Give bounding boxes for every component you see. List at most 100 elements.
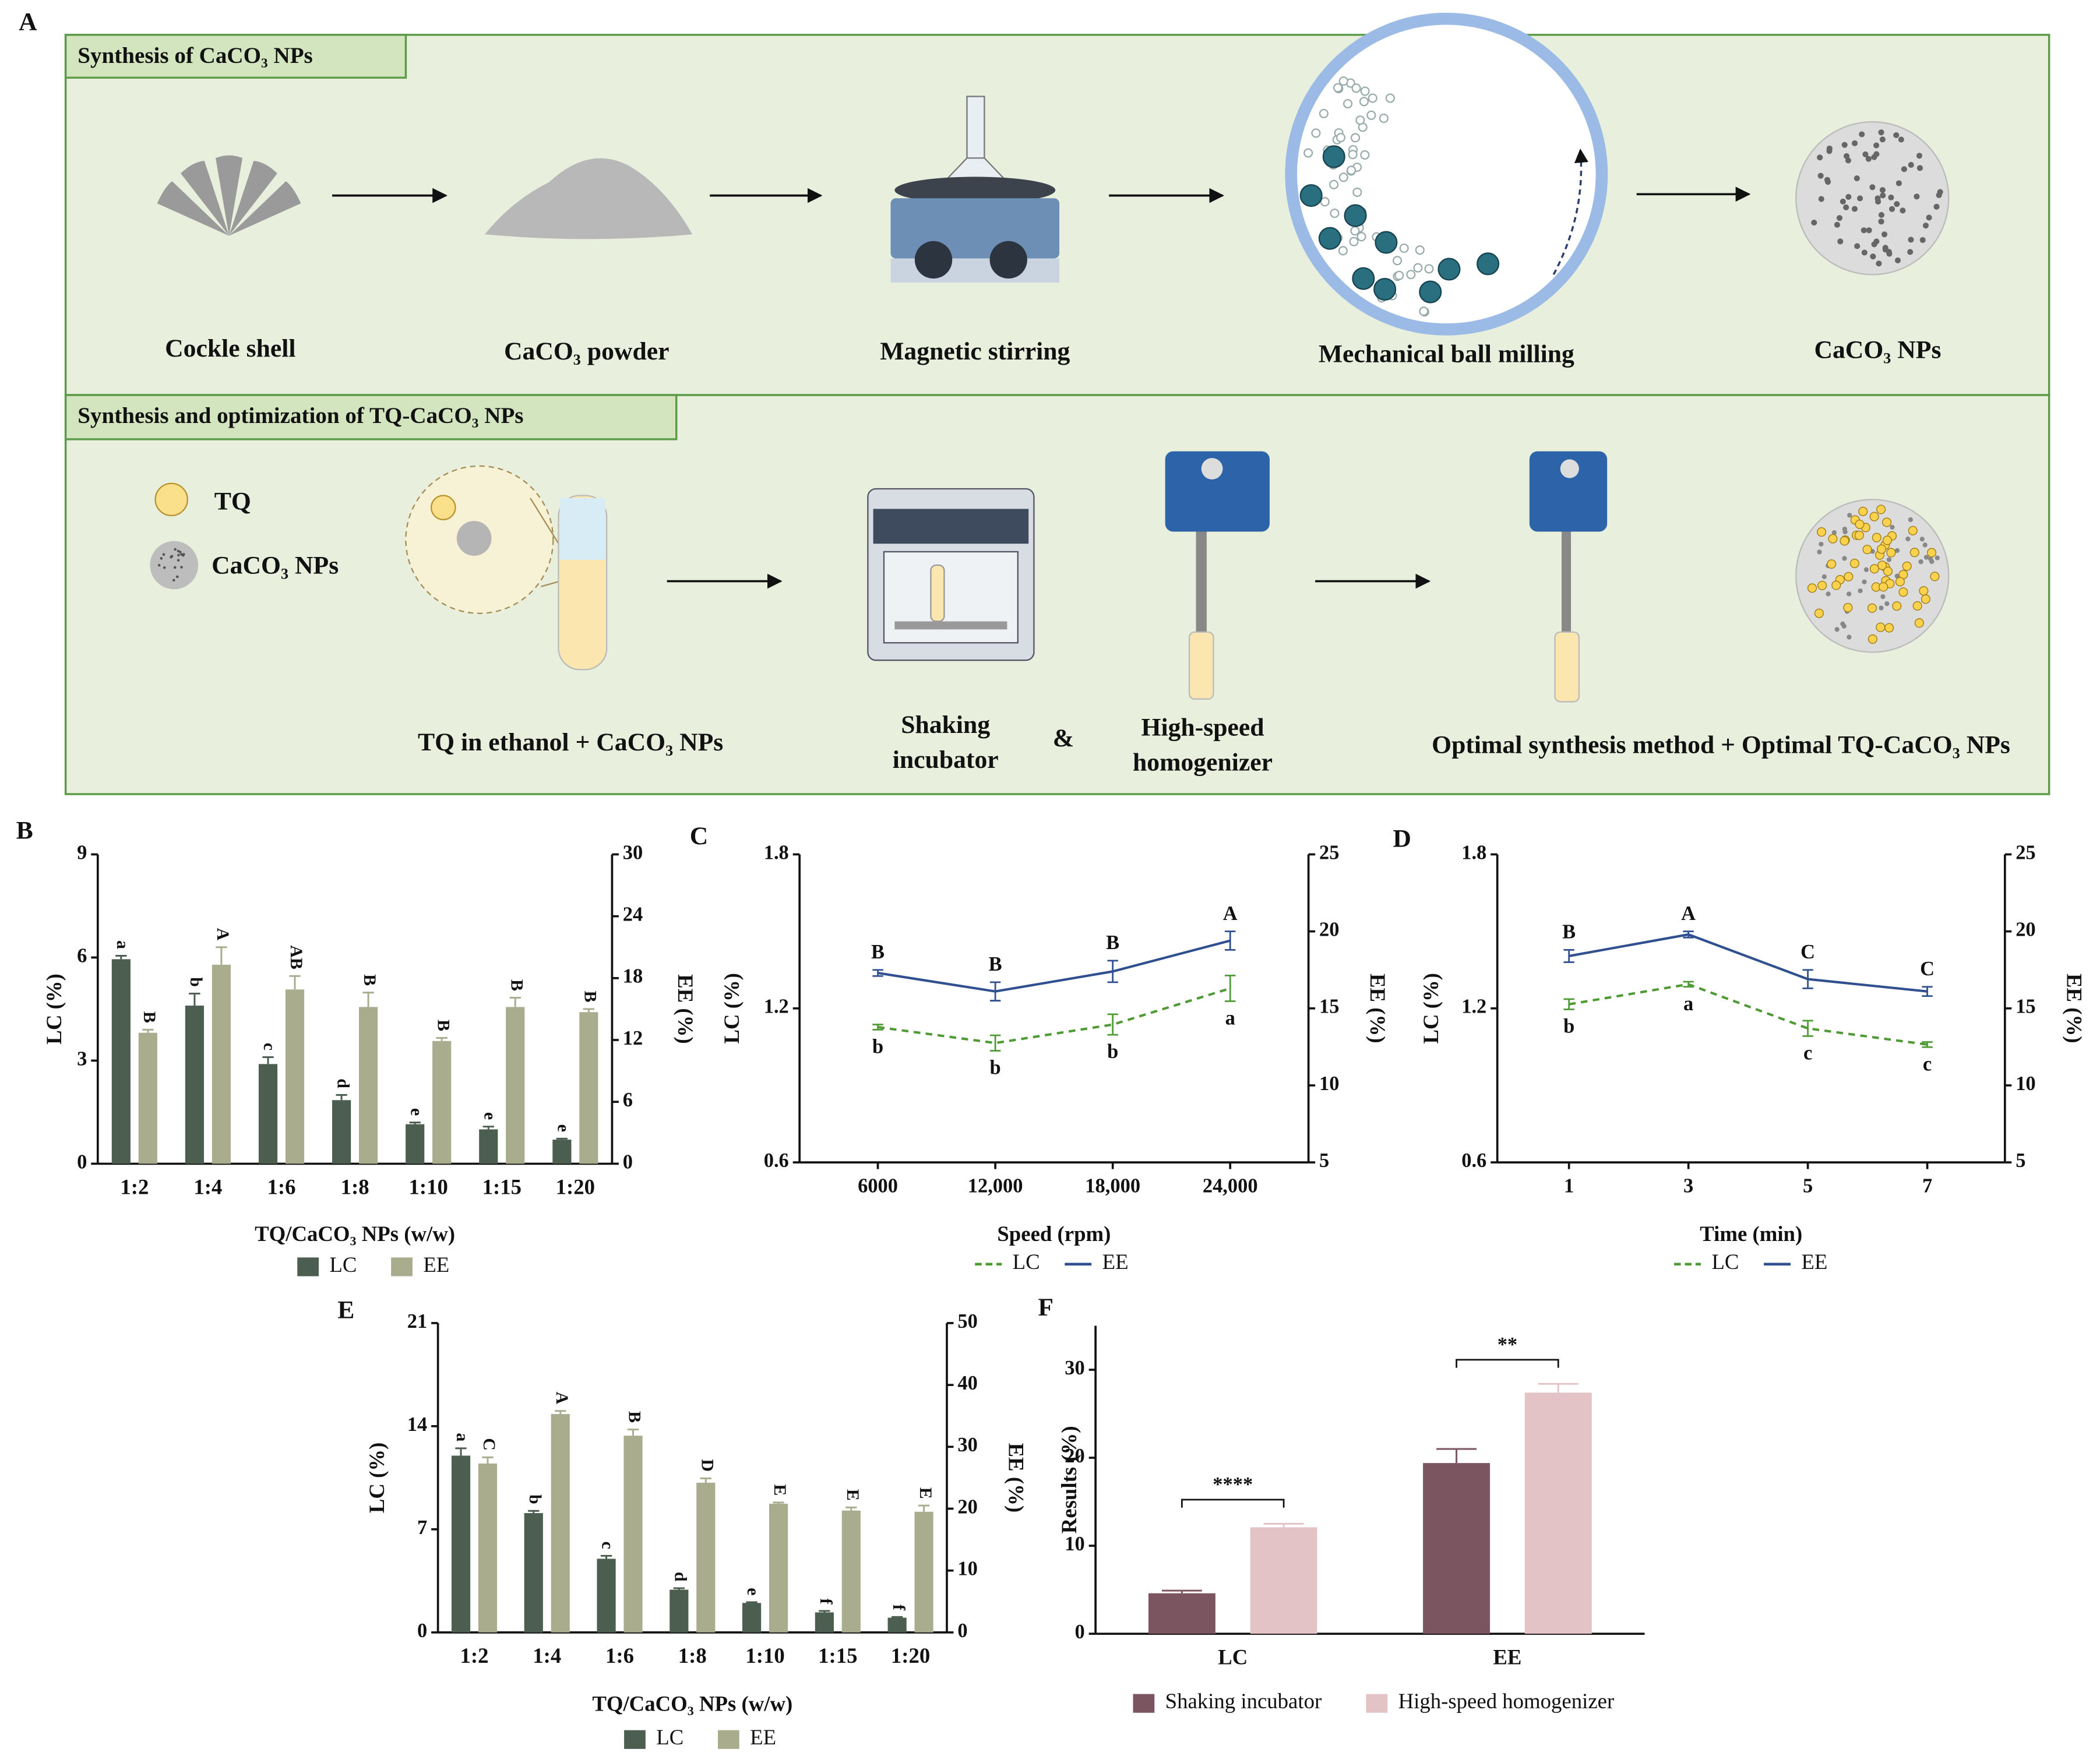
- particle-dot: [1854, 175, 1860, 182]
- error-bar: [482, 1456, 494, 1464]
- particle-dot: [1916, 153, 1923, 159]
- particle-dot: [1919, 586, 1929, 596]
- particle-dot: [1841, 142, 1848, 148]
- homogenizer-icon-part: [1188, 631, 1214, 700]
- particle-dot: [1892, 601, 1902, 611]
- mill-ball: [1299, 184, 1323, 207]
- error-bar: [1563, 949, 1574, 963]
- cockle-shell-icon: [157, 155, 301, 236]
- powder-icon: [485, 158, 693, 239]
- legend-label: Shaking incubator: [1165, 1689, 1322, 1713]
- stirrer-icon: [890, 96, 1060, 283]
- particle-dot: [1828, 534, 1838, 544]
- legend-label: CaCO₃ NPs: [212, 552, 339, 580]
- homogenizer-icon-part: [1165, 451, 1270, 532]
- error-bar: [509, 996, 521, 1007]
- particle-dot: [1817, 172, 1824, 179]
- error-bar: [1436, 1448, 1477, 1464]
- y2-tick-label: 10: [2016, 1073, 2035, 1095]
- particle-dot: [1886, 548, 1896, 558]
- y2-tick-label: 15: [1319, 996, 1339, 1018]
- significance-letter: B: [871, 941, 885, 963]
- mill-bead: [1333, 83, 1343, 93]
- particle-dot: [1890, 524, 1895, 530]
- particle-dot: [1807, 583, 1817, 593]
- particle-dot: [1834, 221, 1841, 228]
- step-label: homogenizer: [1133, 748, 1273, 776]
- significance-letter: E: [843, 1489, 862, 1501]
- line: [1569, 983, 1928, 1046]
- particle-dot: [180, 553, 183, 556]
- mixing-icon-part: [456, 521, 492, 556]
- significance-letter: c: [1803, 1042, 1812, 1064]
- particle-dot: [1894, 548, 1900, 553]
- section-synthesis-part: [64, 34, 407, 79]
- particle-dot: [1817, 154, 1823, 161]
- mill-ball: [1352, 267, 1375, 290]
- loaded-nanoparticle-icon: [1795, 499, 1950, 653]
- bar: [696, 1482, 716, 1632]
- mill-bead: [1348, 150, 1358, 160]
- bar: [406, 1124, 425, 1164]
- particle-dot: [1882, 535, 1892, 545]
- particle-dot: [1879, 187, 1886, 193]
- significance-letter: f: [816, 1599, 836, 1605]
- particle-dot: [172, 579, 175, 582]
- legend-label: LC: [1711, 1250, 1739, 1274]
- particle-dot: [1865, 156, 1872, 162]
- particle-dot: [1937, 189, 1943, 195]
- error-bar: [1107, 960, 1118, 983]
- mill-bead: [1379, 113, 1389, 124]
- legend-swatch: [297, 1257, 319, 1277]
- stirrer-icon-part: [966, 96, 985, 161]
- particle-dot: [1862, 545, 1872, 555]
- particle-dot: [1878, 218, 1884, 225]
- bar: [185, 1006, 205, 1164]
- x-tick-label: 6000: [858, 1175, 898, 1197]
- error-bar: [989, 1034, 1001, 1052]
- error-bar: [262, 1056, 274, 1064]
- error-bar: [115, 954, 127, 960]
- mill-bead: [1311, 128, 1321, 138]
- particle-dot: [1884, 623, 1894, 633]
- significance-letter: C: [480, 1438, 499, 1451]
- significance-letter: b: [1107, 1041, 1118, 1063]
- particle-dot: [1844, 572, 1854, 581]
- particle-dot: [1919, 237, 1926, 244]
- bar: [1250, 1527, 1317, 1634]
- legend-label: High-speed homogenizer: [1398, 1689, 1615, 1713]
- legend-label: EE: [750, 1725, 776, 1749]
- step-label: &: [1053, 724, 1074, 752]
- particle-dot: [1894, 573, 1900, 579]
- y-tick-label: 14: [407, 1413, 427, 1436]
- shell-rib: [229, 161, 277, 236]
- mill-bead: [1359, 97, 1369, 107]
- particle-dot: [1881, 231, 1888, 238]
- error-bar: [746, 1601, 757, 1603]
- step-label: incubator: [893, 746, 999, 774]
- x-tick-label: LC: [1218, 1645, 1248, 1669]
- y2-axis-label: EE (%): [2062, 974, 2086, 1043]
- significance-letter: D: [697, 1459, 717, 1472]
- y2-tick-label: 20: [957, 1496, 977, 1518]
- y-tick-label: 30: [1065, 1357, 1084, 1379]
- particle-dot: [1821, 574, 1827, 580]
- error-bar: [455, 1447, 467, 1456]
- legend-icons-part: [150, 541, 199, 590]
- particle-dot: [1883, 566, 1893, 576]
- mill-bead: [1392, 256, 1403, 266]
- particle-dot: [1817, 580, 1827, 590]
- section-optimization-part: [64, 394, 2050, 795]
- shell-rib: [157, 181, 230, 236]
- step-label: High-speed: [1141, 714, 1264, 742]
- mixing-icon-part: [559, 498, 605, 560]
- y-axis-label: LC (%): [720, 973, 744, 1044]
- mill-bead: [1394, 270, 1404, 280]
- mill-bead: [1319, 108, 1329, 118]
- shell-rib: [229, 181, 301, 236]
- ball-mill-icon: [1285, 12, 1608, 336]
- step-label: Shaking: [901, 711, 990, 739]
- mill-bead: [1343, 98, 1353, 109]
- step-label: Magnetic stirring: [880, 337, 1070, 365]
- legend-swatch: [624, 1730, 646, 1749]
